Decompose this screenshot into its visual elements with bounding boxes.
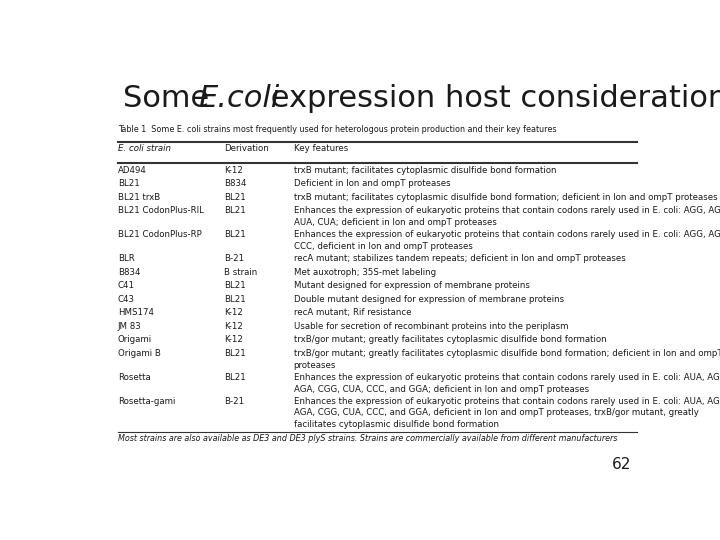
Text: B-21: B-21 bbox=[224, 254, 244, 264]
Text: B strain: B strain bbox=[224, 268, 257, 277]
Text: expression host considerations: expression host considerations bbox=[261, 84, 720, 112]
Text: AD494: AD494 bbox=[118, 166, 147, 175]
Text: K-12: K-12 bbox=[224, 166, 243, 175]
Text: recA mutant; Rif resistance: recA mutant; Rif resistance bbox=[294, 308, 411, 318]
Text: Origami B: Origami B bbox=[118, 349, 161, 358]
Text: Met auxotroph; 35S-met labeling: Met auxotroph; 35S-met labeling bbox=[294, 268, 436, 277]
Text: K-12: K-12 bbox=[224, 335, 243, 345]
Text: K-12: K-12 bbox=[224, 322, 243, 331]
Text: BL21: BL21 bbox=[224, 349, 246, 358]
Text: BL21: BL21 bbox=[224, 281, 246, 291]
Text: BL21 trxB: BL21 trxB bbox=[118, 193, 160, 202]
Text: Double mutant designed for expression of membrane proteins: Double mutant designed for expression of… bbox=[294, 295, 564, 304]
Text: Origami: Origami bbox=[118, 335, 152, 345]
Text: BL21: BL21 bbox=[224, 295, 246, 304]
Text: Rosetta-gami: Rosetta-gami bbox=[118, 397, 175, 406]
Text: Table 1  Some E. coli strains most frequently used for heterologous protein prod: Table 1 Some E. coli strains most freque… bbox=[118, 125, 557, 134]
Text: Derivation: Derivation bbox=[224, 144, 269, 153]
Text: HMS174: HMS174 bbox=[118, 308, 154, 318]
Text: proteases: proteases bbox=[294, 361, 336, 370]
Text: CCC, deficient in lon and ompT proteases: CCC, deficient in lon and ompT proteases bbox=[294, 242, 472, 251]
Text: Enhances the expression of eukaryotic proteins that contain codons rarely used i: Enhances the expression of eukaryotic pr… bbox=[294, 397, 720, 406]
Text: BL21: BL21 bbox=[224, 373, 246, 382]
Text: BL21: BL21 bbox=[224, 231, 246, 239]
Text: Some: Some bbox=[124, 84, 220, 112]
Text: B834: B834 bbox=[224, 179, 246, 188]
Text: Deficient in lon and ompT proteases: Deficient in lon and ompT proteases bbox=[294, 179, 450, 188]
Text: BL21 CodonPlus-RIL: BL21 CodonPlus-RIL bbox=[118, 206, 204, 215]
Text: C43: C43 bbox=[118, 295, 135, 304]
Text: BLR: BLR bbox=[118, 254, 135, 264]
Text: AGA, CGG, CUA, CCC, and GGA; deficient in lon and ompT proteases: AGA, CGG, CUA, CCC, and GGA; deficient i… bbox=[294, 385, 589, 394]
Text: C41: C41 bbox=[118, 281, 135, 291]
Text: K-12: K-12 bbox=[224, 308, 243, 318]
Text: E.coli: E.coli bbox=[198, 84, 279, 112]
Text: 62: 62 bbox=[612, 457, 631, 472]
Text: Enhances the expression of eukaryotic proteins that contain codons rarely used i: Enhances the expression of eukaryotic pr… bbox=[294, 373, 720, 382]
Text: B-21: B-21 bbox=[224, 397, 244, 406]
Text: recA mutant; stabilizes tandem repeats; deficient in lon and ompT proteases: recA mutant; stabilizes tandem repeats; … bbox=[294, 254, 626, 264]
Text: Usable for secretion of recombinant proteins into the periplasm: Usable for secretion of recombinant prot… bbox=[294, 322, 568, 331]
Text: BL21: BL21 bbox=[118, 179, 140, 188]
Text: BL21: BL21 bbox=[224, 206, 246, 215]
Text: BL21: BL21 bbox=[224, 193, 246, 202]
Text: Key features: Key features bbox=[294, 144, 348, 153]
Text: JM 83: JM 83 bbox=[118, 322, 142, 331]
Text: AUA, CUA; deficient in lon and ompT proteases: AUA, CUA; deficient in lon and ompT prot… bbox=[294, 218, 497, 227]
Text: Mutant designed for expression of membrane proteins: Mutant designed for expression of membra… bbox=[294, 281, 529, 291]
Text: trxB/gor mutant; greatly facilitates cytoplasmic disulfide bond formation: trxB/gor mutant; greatly facilitates cyt… bbox=[294, 335, 606, 345]
Text: BL21 CodonPlus-RP: BL21 CodonPlus-RP bbox=[118, 231, 202, 239]
Text: Most strains are also available as DE3 and DE3 plyS strains. Strains are commerc: Most strains are also available as DE3 a… bbox=[118, 434, 617, 443]
Text: Enhances the expression of eukaryotic proteins that contain codons rarely used i: Enhances the expression of eukaryotic pr… bbox=[294, 206, 720, 215]
Text: facilitates cytoplasmic disulfide bond formation: facilitates cytoplasmic disulfide bond f… bbox=[294, 420, 499, 429]
Text: trxB mutant; facilitates cytoplasmic disulfide bond formation; deficient in lon : trxB mutant; facilitates cytoplasmic dis… bbox=[294, 193, 717, 202]
Text: B834: B834 bbox=[118, 268, 140, 277]
Text: Rosetta: Rosetta bbox=[118, 373, 150, 382]
Text: trxB mutant; facilitates cytoplasmic disulfide bond formation: trxB mutant; facilitates cytoplasmic dis… bbox=[294, 166, 556, 175]
Text: AGA, CGG, CUA, CCC, and GGA, deficient in lon and ompT proteases, trxB/gor mutan: AGA, CGG, CUA, CCC, and GGA, deficient i… bbox=[294, 408, 698, 417]
Text: E. coli strain: E. coli strain bbox=[118, 144, 171, 153]
Text: trxB/gor mutant; greatly facilitates cytoplasmic disulfide bond formation; defic: trxB/gor mutant; greatly facilitates cyt… bbox=[294, 349, 720, 358]
Text: Enhances the expression of eukaryotic proteins that contain codons rarely used i: Enhances the expression of eukaryotic pr… bbox=[294, 231, 720, 239]
